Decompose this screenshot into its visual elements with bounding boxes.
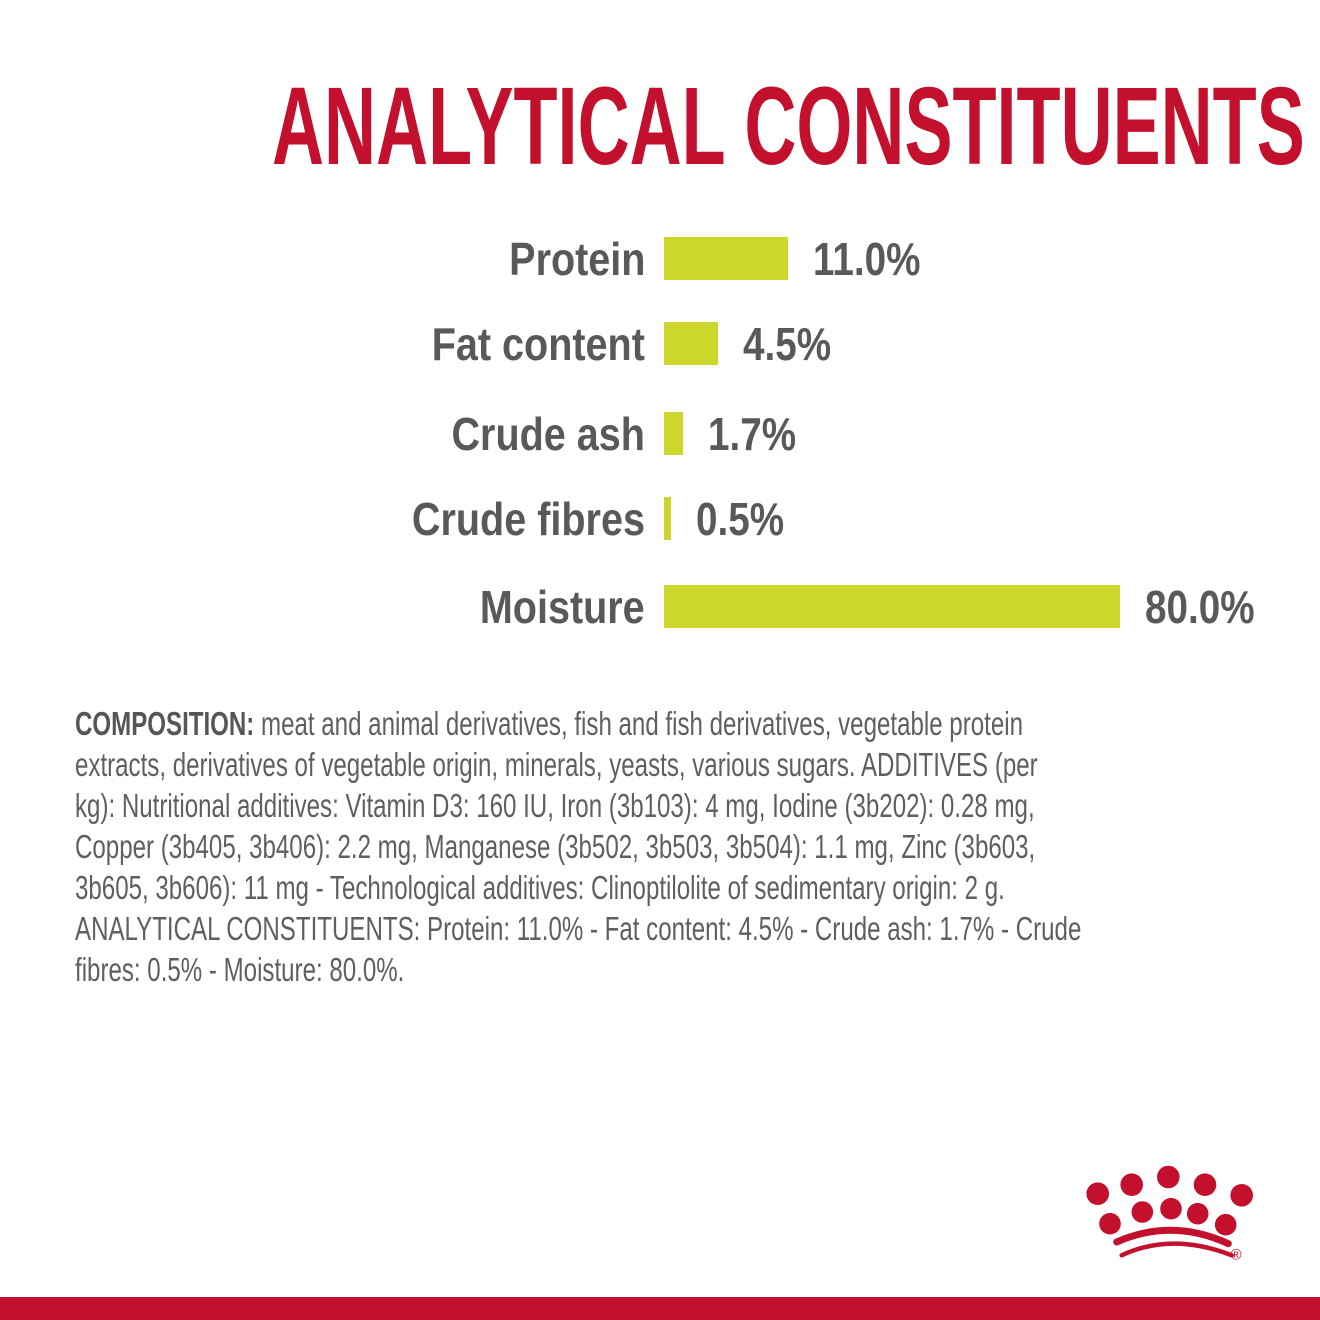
footer-accent-bar <box>0 1297 1320 1320</box>
chart-row-moisture: Moisture 80.0% <box>0 581 1320 633</box>
chart-row-crude-fibres: Crude fibres 0.5% <box>0 493 1320 545</box>
composition-label: COMPOSITION: <box>75 705 255 742</box>
value-label: 80.0% <box>1145 580 1255 633</box>
bar-moisture <box>664 585 1120 628</box>
chart-row-protein: Protein 11.0% <box>0 233 1320 285</box>
analytical-constituents-bar-chart: Protein 11.0% Fat content 4.5% Crude ash… <box>0 233 1320 637</box>
crown-base-upper-arc <box>1113 1226 1232 1248</box>
bar-crude-ash <box>664 412 683 455</box>
bar-fat-content <box>664 322 718 365</box>
category-label: Moisture <box>480 580 645 633</box>
category-label: Fat content <box>431 317 645 370</box>
value-label: 0.5% <box>696 492 785 545</box>
royal-canin-crown-logo: ® <box>1086 1165 1253 1264</box>
category-label: Crude fibres <box>411 492 645 545</box>
crown-base-lower-arc <box>1119 1241 1234 1258</box>
category-label: Protein <box>508 232 645 285</box>
chart-row-crude-ash: Crude ash 1.7% <box>0 408 1320 460</box>
page-title: ANALYTICAL CONSTITUENTS <box>271 65 1305 188</box>
bar-protein <box>664 237 788 280</box>
composition-text: meat and animal derivatives, fish and fi… <box>75 705 1082 988</box>
value-label: 11.0% <box>813 232 921 285</box>
value-label: 4.5% <box>743 317 832 370</box>
composition-paragraph: COMPOSITION: meat and animal derivatives… <box>75 703 1316 990</box>
bar-crude-fibres <box>664 497 671 540</box>
crown-gems <box>1086 1165 1253 1236</box>
category-label: Crude ash <box>451 407 645 460</box>
value-label: 1.7% <box>708 407 797 460</box>
registered-trademark-icon: ® <box>1231 1247 1242 1264</box>
chart-row-fat-content: Fat content 4.5% <box>0 318 1320 370</box>
